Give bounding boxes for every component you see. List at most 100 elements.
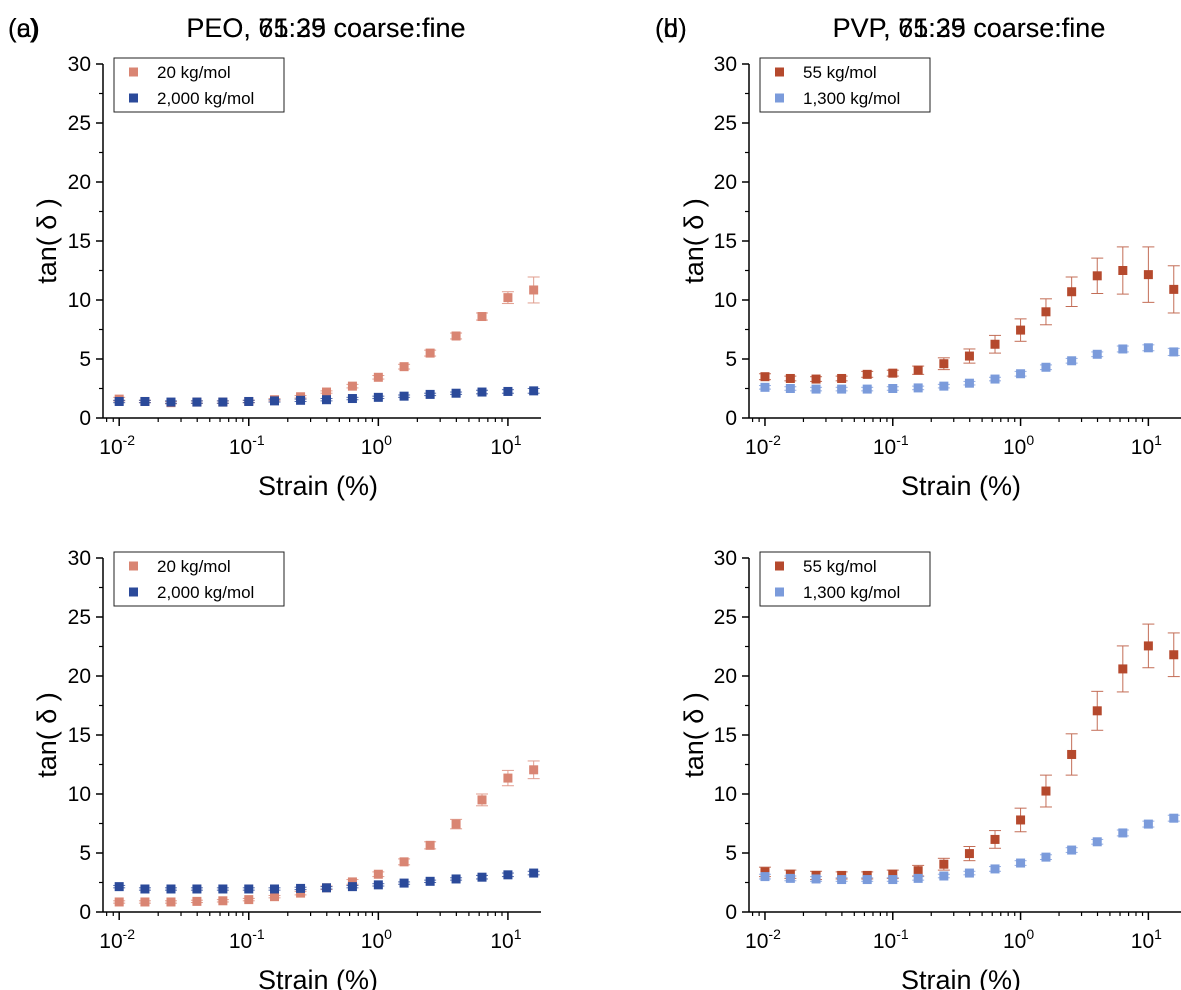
data-point	[503, 386, 513, 396]
x-tick-base: 10	[229, 436, 252, 459]
x-tick-label: 100	[361, 432, 392, 459]
legend-label: 1,300 kg/mol	[803, 583, 900, 602]
data-point	[1118, 266, 1128, 275]
x-tick-exponent: 1	[514, 432, 522, 448]
chart-panel: (d) PVP, 65:35 coarse:fine05101520253010-…	[655, 13, 1181, 990]
data-point	[373, 869, 383, 879]
x-tick-exponent: -2	[123, 926, 136, 942]
data-point	[425, 876, 435, 886]
data-point	[862, 875, 872, 885]
x-tick-base: 10	[361, 930, 384, 953]
data-series	[758, 343, 1180, 394]
data-point	[347, 381, 357, 391]
y-tick-label: 15	[68, 230, 91, 253]
data-point	[477, 312, 487, 322]
data-point	[270, 884, 280, 894]
legend-label: 20 kg/mol	[157, 557, 231, 576]
data-point	[837, 875, 847, 885]
legend-box	[113, 551, 285, 607]
data-series	[113, 276, 540, 408]
data-point	[347, 877, 357, 887]
x-tick-exponent: 1	[1154, 432, 1162, 448]
y-tick-label: 30	[714, 547, 737, 570]
x-tick-label: 100	[361, 926, 392, 953]
x-tick-label: 101	[490, 432, 521, 459]
data-point	[296, 883, 306, 893]
x-tick-label: 10-1	[873, 926, 909, 953]
x-tick-base: 10	[1131, 930, 1154, 953]
y-tick-label: 30	[714, 53, 737, 76]
data-point	[140, 396, 150, 406]
data-point	[888, 875, 898, 885]
data-point	[114, 897, 124, 907]
y-tick-label: 20	[714, 665, 737, 688]
data-point	[218, 896, 228, 906]
data-series	[113, 386, 540, 407]
x-tick-base: 10	[361, 436, 384, 459]
data-point	[1118, 664, 1128, 674]
data-point	[760, 867, 770, 877]
y-tick-label: 15	[68, 724, 91, 747]
y-tick-label: 10	[68, 289, 91, 312]
panel-label: (d)	[655, 13, 687, 43]
data-point	[192, 896, 202, 906]
x-tick-exponent: -1	[896, 926, 909, 942]
x-tick-base: 10	[1131, 436, 1154, 459]
data-point	[244, 884, 254, 894]
y-tick-label: 0	[79, 407, 91, 430]
y-tick-label: 25	[714, 606, 737, 629]
x-tick-exponent: -2	[768, 926, 781, 942]
data-point	[451, 874, 461, 884]
data-point	[503, 773, 513, 783]
data-point	[503, 293, 513, 303]
data-point	[990, 374, 1000, 384]
data-point	[166, 884, 176, 894]
data-series	[758, 246, 1180, 384]
y-tick-label: 15	[714, 230, 737, 253]
data-point	[785, 384, 795, 393]
x-tick-exponent: 0	[384, 926, 392, 942]
x-tick-base: 10	[745, 436, 768, 459]
data-point	[218, 397, 228, 407]
data-point	[888, 869, 898, 879]
data-point	[529, 285, 539, 295]
y-tick-label: 30	[68, 547, 91, 570]
data-point	[964, 351, 974, 361]
data-point	[1169, 347, 1179, 357]
data-point	[760, 872, 770, 882]
legend: 20 kg/mol 2,000 kg/mol	[113, 551, 285, 607]
data-point	[399, 878, 409, 888]
x-tick-exponent: -2	[123, 432, 136, 448]
data-point	[913, 866, 923, 876]
data-point	[1041, 852, 1051, 862]
data-point	[811, 374, 821, 384]
data-point	[192, 884, 202, 894]
legend-marker	[129, 587, 138, 597]
chart-title: PEO, 65:35 coarse:fine	[186, 13, 465, 43]
legend-label: 20 kg/mol	[157, 63, 231, 82]
legend-box	[759, 57, 931, 113]
data-point	[347, 882, 357, 892]
y-tick-label: 10	[714, 289, 737, 312]
data-point	[913, 873, 923, 883]
data-point	[1169, 813, 1179, 823]
data-point	[913, 365, 923, 375]
y-tick-label: 15	[714, 724, 737, 747]
data-point	[939, 381, 949, 391]
y-tick-label: 25	[68, 112, 91, 135]
x-tick-label: 101	[1131, 432, 1162, 459]
data-point	[451, 819, 461, 829]
data-point	[811, 384, 821, 394]
x-tick-label: 10-2	[745, 432, 781, 459]
data-point	[347, 394, 357, 404]
x-tick-exponent: -1	[896, 432, 909, 448]
data-point	[529, 386, 539, 396]
legend-label: 55 kg/mol	[803, 557, 877, 576]
data-point	[296, 395, 306, 405]
data-point	[1041, 786, 1051, 796]
data-point	[939, 359, 949, 369]
y-tick-label: 5	[725, 348, 737, 371]
data-point	[1016, 369, 1026, 379]
chart-panel: (b) PVP, 71:29 coarse:fine05101520253010-…	[655, 13, 1181, 501]
